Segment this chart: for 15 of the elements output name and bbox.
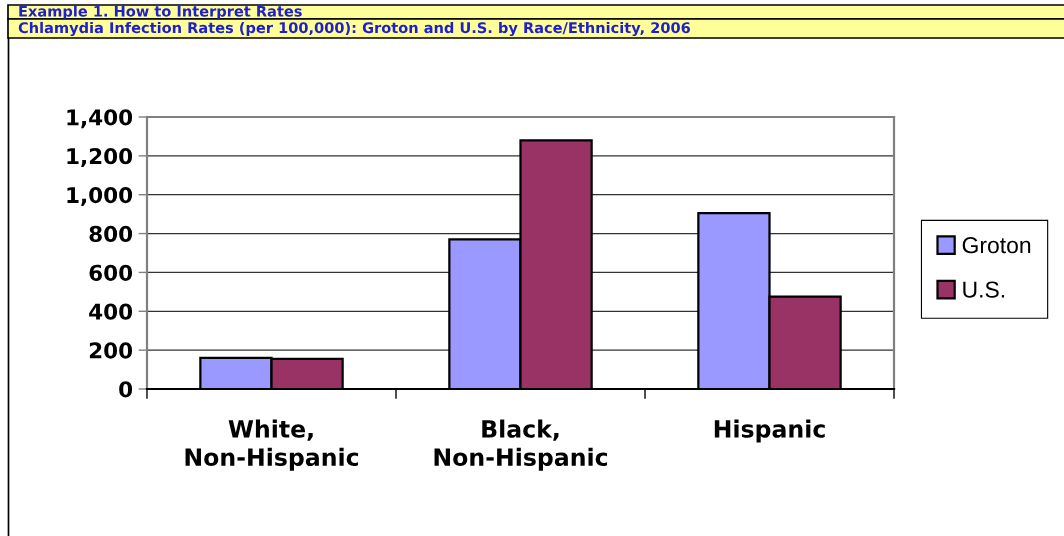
chart-title: Example 1. How to Interpret Rates (19, 5, 302, 20)
y-tick-label: 1,400 (67, 109, 133, 129)
y-tick-label: 200 (89, 342, 133, 359)
x-tick-label: Black, Non-Hispanic (434, 419, 608, 471)
legend-label: U.S. (963, 281, 1005, 298)
y-tick-label: 400 (89, 303, 133, 320)
y-tick-label: 800 (89, 225, 133, 243)
x-tick-label: Hispanic (714, 419, 825, 443)
x-tick-label: White, Non-Hispanic (185, 419, 359, 471)
chart-subtitle: Chlamydia Infection Rates (per 100,000): Groton and U.S. by Race/Ethnicity, 2006 (18, 21, 690, 37)
y-tick-label: 1,200 (67, 148, 133, 168)
y-tick-label: 600 (89, 264, 133, 281)
y-tick-label: 1,000 (67, 186, 133, 206)
y-tick-label: 0 (119, 381, 133, 398)
legend-label: Groton (962, 237, 1031, 254)
